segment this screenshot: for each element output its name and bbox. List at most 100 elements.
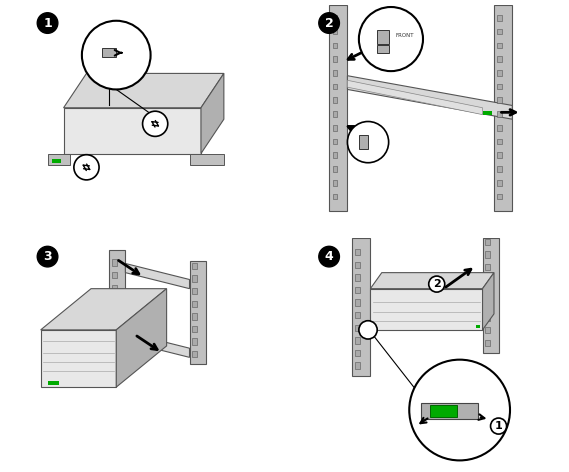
Bar: [332, 125, 337, 131]
Circle shape: [428, 276, 445, 292]
Bar: [112, 335, 117, 341]
Bar: [497, 70, 502, 76]
Polygon shape: [189, 261, 205, 364]
Bar: [497, 125, 502, 131]
Bar: [356, 287, 361, 293]
Bar: [485, 239, 490, 245]
Bar: [48, 381, 59, 385]
Circle shape: [319, 246, 340, 267]
Circle shape: [319, 13, 340, 34]
Bar: [497, 166, 502, 172]
Bar: [485, 264, 490, 270]
Polygon shape: [116, 289, 167, 387]
Bar: [332, 70, 337, 76]
Bar: [377, 30, 389, 43]
Bar: [497, 29, 502, 34]
Bar: [192, 288, 197, 295]
Bar: [192, 263, 197, 269]
Bar: [352, 238, 370, 376]
Bar: [483, 111, 492, 115]
Bar: [497, 180, 502, 185]
Polygon shape: [348, 80, 483, 115]
Bar: [485, 327, 490, 333]
Bar: [356, 249, 361, 255]
Bar: [497, 111, 502, 117]
Bar: [112, 272, 117, 278]
Bar: [485, 314, 490, 321]
Text: FRONT: FRONT: [395, 33, 414, 38]
Bar: [359, 135, 368, 149]
Bar: [356, 312, 361, 319]
Bar: [476, 325, 480, 328]
Bar: [430, 405, 457, 417]
Bar: [112, 310, 117, 316]
Bar: [485, 277, 490, 283]
Bar: [485, 289, 490, 295]
Bar: [497, 152, 502, 158]
Polygon shape: [48, 153, 71, 165]
Bar: [332, 56, 337, 62]
Bar: [329, 5, 348, 211]
Bar: [112, 285, 117, 291]
Bar: [192, 301, 197, 307]
Bar: [332, 15, 337, 21]
Polygon shape: [40, 289, 167, 330]
Bar: [332, 194, 337, 199]
Bar: [332, 42, 337, 48]
Circle shape: [348, 121, 389, 163]
Bar: [112, 259, 117, 266]
Bar: [497, 42, 502, 48]
Polygon shape: [125, 263, 189, 289]
Polygon shape: [189, 153, 224, 165]
Bar: [497, 56, 502, 62]
Circle shape: [74, 155, 99, 180]
Bar: [356, 261, 361, 268]
Bar: [332, 180, 337, 185]
Bar: [497, 84, 502, 90]
Polygon shape: [125, 332, 189, 357]
Bar: [420, 403, 478, 419]
Text: 3: 3: [43, 250, 52, 263]
Bar: [356, 337, 361, 344]
Bar: [497, 97, 502, 103]
Bar: [332, 29, 337, 34]
Text: 1: 1: [43, 17, 52, 30]
Bar: [192, 275, 197, 282]
Polygon shape: [370, 273, 494, 289]
Polygon shape: [64, 74, 224, 108]
Bar: [356, 274, 361, 281]
Bar: [192, 338, 197, 345]
Bar: [494, 5, 512, 211]
Circle shape: [37, 246, 58, 267]
Polygon shape: [40, 330, 116, 387]
Text: 2: 2: [325, 17, 333, 30]
Bar: [356, 350, 361, 356]
Bar: [356, 325, 361, 331]
Text: 2: 2: [433, 279, 440, 289]
Bar: [192, 326, 197, 332]
Bar: [377, 45, 389, 53]
Circle shape: [409, 360, 510, 460]
Polygon shape: [348, 76, 512, 119]
Bar: [192, 351, 197, 357]
Bar: [485, 339, 490, 346]
Circle shape: [359, 321, 377, 339]
Circle shape: [490, 418, 506, 434]
Bar: [332, 152, 337, 158]
Circle shape: [359, 7, 423, 71]
Bar: [497, 194, 502, 199]
Bar: [497, 15, 502, 21]
Polygon shape: [102, 48, 116, 58]
Bar: [356, 299, 361, 306]
Circle shape: [82, 21, 151, 90]
Bar: [332, 166, 337, 172]
Bar: [485, 252, 490, 258]
Bar: [332, 139, 337, 144]
Bar: [332, 97, 337, 103]
Polygon shape: [483, 273, 494, 330]
Bar: [112, 322, 117, 329]
Bar: [483, 238, 498, 353]
Polygon shape: [64, 108, 201, 153]
Bar: [332, 111, 337, 117]
Polygon shape: [201, 74, 224, 153]
